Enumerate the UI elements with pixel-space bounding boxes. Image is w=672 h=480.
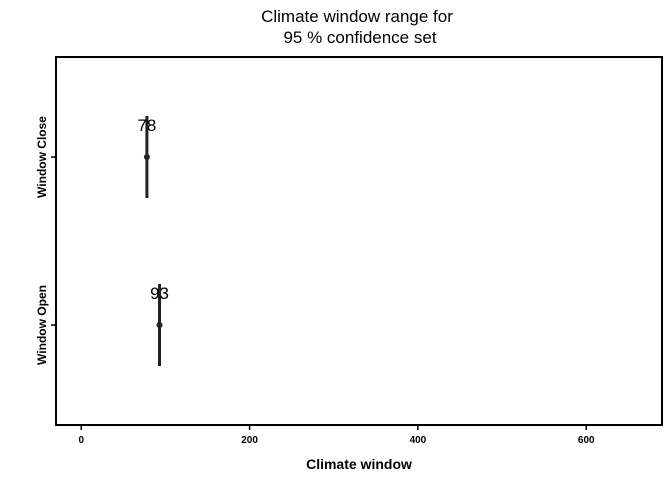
x-axis-label: Climate window xyxy=(306,456,412,472)
chart-marks: 93 78 xyxy=(137,116,169,366)
x-tick-label: 200 xyxy=(241,435,258,446)
y-axis: Window Open Window Close xyxy=(35,116,56,365)
median-point xyxy=(143,154,150,160)
x-tick-label: 400 xyxy=(410,435,427,446)
data-label: 78 xyxy=(137,116,156,135)
plot-frame xyxy=(55,56,663,426)
data-label: 93 xyxy=(150,284,169,303)
x-axis: 0 200 400 600 xyxy=(78,425,595,446)
y-tick-label: Window Close xyxy=(35,116,49,198)
x-tick-label: 600 xyxy=(578,435,595,446)
y-tick-label: Window Open xyxy=(35,285,49,365)
chart-title-line-1: Climate window range for xyxy=(261,7,453,26)
chart-title-line-2: 95 % confidence set xyxy=(283,28,436,47)
x-tick-label: 0 xyxy=(78,435,84,446)
median-point xyxy=(156,322,163,328)
